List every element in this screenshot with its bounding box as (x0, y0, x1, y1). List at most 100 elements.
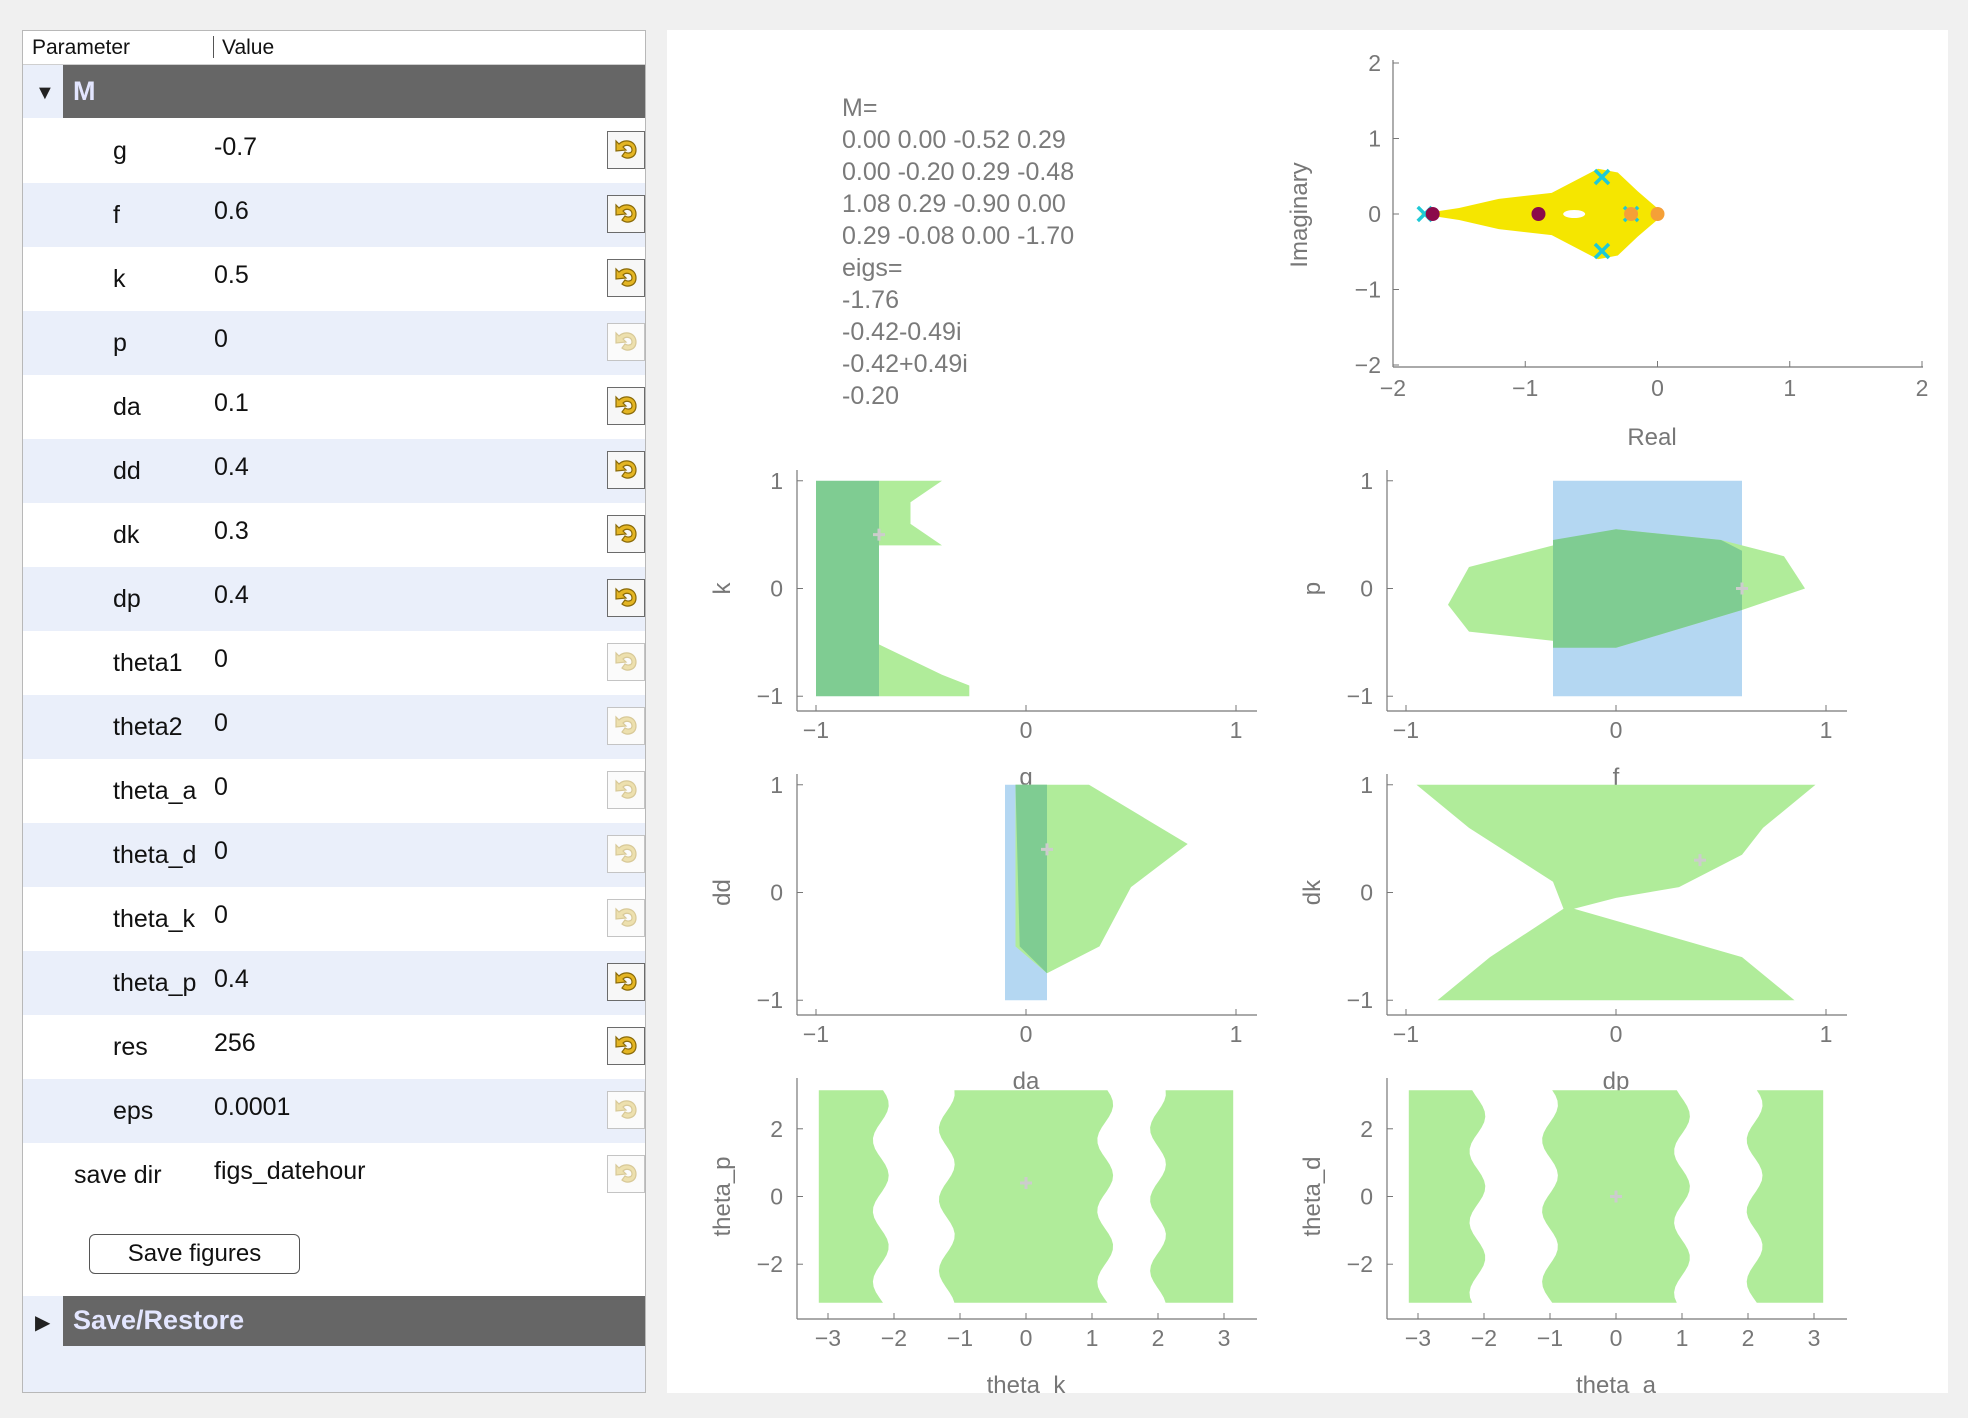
eigenvalue-dot-marker (1425, 207, 1440, 221)
expanded-triangle-icon[interactable]: ▼ (35, 82, 55, 104)
group-gutter (23, 65, 63, 118)
reset-button[interactable] (607, 707, 645, 745)
current-parameter-marker (1736, 582, 1748, 595)
x-tick-label: 0 (1020, 717, 1033, 743)
reset-button[interactable] (607, 1155, 645, 1193)
parameter-value[interactable]: 0 (214, 901, 228, 929)
parameter-value[interactable]: 256 (214, 1029, 256, 1057)
matrix-line: 0.00 -0.20 0.29 -0.48 (842, 158, 1074, 186)
y-tick-label: 2 (1368, 50, 1381, 76)
y-tick-label: −1 (757, 987, 783, 1013)
parameter-value[interactable]: 0 (214, 645, 228, 673)
y-tick-label: 0 (1368, 201, 1381, 227)
parameter-value[interactable]: 0.4 (214, 965, 249, 993)
parameter-value[interactable]: 0 (214, 837, 228, 865)
x-tick-label: 1 (1783, 375, 1796, 401)
reset-button[interactable] (607, 195, 645, 233)
charts: −2 −1 0 1 2 −2 −1 0 1 2 Real Imaginary −1 0 1 −1 0 1 g k −1 0… (709, 50, 1928, 1393)
stable-region (858, 480, 970, 697)
undo-arrow-icon (615, 139, 637, 159)
matrix-line: -1.76 (842, 286, 899, 314)
parameter-name: g (113, 137, 127, 165)
parameter-name: p (113, 329, 127, 357)
parameter-value[interactable]: 0 (214, 709, 228, 737)
y-tick-label: −1 (1355, 277, 1381, 303)
panel-header: Parameter Value (23, 31, 645, 65)
parameter-value[interactable]: 0.4 (214, 453, 249, 481)
plot-panel: M= 0.00 0.00 -0.52 0.29 0.00 -0.20 0.29 -0… (667, 30, 1948, 1393)
group-m-header[interactable]: ▼ M (23, 65, 645, 118)
parameter-row: save dir figs_datehour (23, 1143, 645, 1207)
x-tick-label: −3 (1405, 1325, 1431, 1351)
x-tick-label: 0 (1610, 1021, 1623, 1047)
y-axis-label: dk (1299, 879, 1326, 905)
parameter-name: f (113, 201, 120, 229)
parameter-name: res (113, 1033, 148, 1061)
x-axis-label: theta_a (1576, 1372, 1657, 1393)
parameter-name: theta_a (113, 777, 197, 805)
parameter-value[interactable]: 0.3 (214, 517, 249, 545)
matrix-line: eigs= (842, 254, 902, 282)
collapsed-triangle-icon[interactable]: ▶ (35, 1312, 51, 1334)
parameter-value[interactable]: 0.5 (214, 261, 249, 289)
parameter-row: g -0.7 (23, 119, 645, 183)
parameter-value[interactable]: 0.1 (214, 389, 249, 417)
y-tick-label: 0 (770, 576, 783, 602)
reset-button[interactable] (607, 323, 645, 361)
eigenvalue-dot-marker (1531, 207, 1546, 221)
parameter-value[interactable]: 0.4 (214, 581, 249, 609)
overlap-region (1015, 784, 1047, 974)
matrix-line: -0.42+0.49i (842, 350, 968, 378)
parameter-value[interactable]: 0.0001 (214, 1093, 291, 1121)
parameter-value[interactable]: -0.7 (214, 133, 258, 161)
y-tick-label: −1 (757, 683, 783, 709)
parameter-row: theta2 0 (23, 695, 645, 759)
region-plot-theta_k-theta_p: −3 −2 −1 0 1 2 3 −2 0 2 theta_k theta_p (709, 1078, 1257, 1393)
parameter-name: k (113, 265, 126, 293)
parameter-value[interactable]: 0.6 (214, 197, 249, 225)
reset-button[interactable] (607, 131, 645, 169)
reset-button[interactable] (607, 963, 645, 1001)
x-tick-label: 0 (1020, 1325, 1033, 1351)
parameter-name: save dir (74, 1161, 162, 1189)
y-axis-label: theta_p (709, 1156, 736, 1236)
reset-button[interactable] (607, 387, 645, 425)
reset-button[interactable] (607, 835, 645, 873)
parameter-value[interactable]: 0 (214, 325, 228, 353)
y-tick-label: 2 (1360, 1116, 1373, 1142)
reset-button[interactable] (607, 1027, 645, 1065)
reset-button[interactable] (607, 899, 645, 937)
reset-button[interactable] (607, 771, 645, 809)
y-tick-label: −2 (1347, 1251, 1373, 1277)
parameter-name: dp (113, 585, 141, 613)
parameter-value[interactable]: 0 (214, 773, 228, 801)
y-axis-label: k (709, 582, 736, 595)
parameter-name: theta_k (113, 905, 196, 933)
undo-arrow-icon (615, 779, 637, 799)
reset-button[interactable] (607, 643, 645, 681)
x-tick-label: −2 (1380, 375, 1406, 401)
undo-arrow-icon (615, 907, 637, 927)
x-tick-label: 3 (1808, 1325, 1821, 1351)
x-tick-label: −2 (881, 1325, 907, 1351)
eigenvalue-dot-marker (1624, 207, 1639, 221)
x-tick-label: 1 (1230, 717, 1243, 743)
x-tick-label: 2 (1152, 1325, 1165, 1351)
matrix-readout: M= 0.00 0.00 -0.52 0.29 0.00 -0.20 0.29 -0… (842, 94, 1074, 410)
column-divider[interactable] (213, 36, 214, 58)
y-tick-label: 1 (1360, 772, 1373, 798)
parameter-name: eps (113, 1097, 154, 1125)
current-parameter-marker (1041, 843, 1053, 856)
reset-button[interactable] (607, 259, 645, 297)
parameter-row: dd 0.4 (23, 439, 645, 503)
reset-button[interactable] (607, 451, 645, 489)
reset-button[interactable] (607, 1091, 645, 1129)
group-gutter (23, 1296, 63, 1346)
group-save-restore-header[interactable]: ▶ Save/Restore (23, 1296, 645, 1346)
parameter-value[interactable]: figs_datehour (214, 1157, 366, 1185)
current-parameter-marker (1694, 854, 1706, 867)
reset-button[interactable] (607, 579, 645, 617)
reset-button[interactable] (607, 515, 645, 553)
save-figures-button[interactable]: Save figures (89, 1234, 300, 1274)
